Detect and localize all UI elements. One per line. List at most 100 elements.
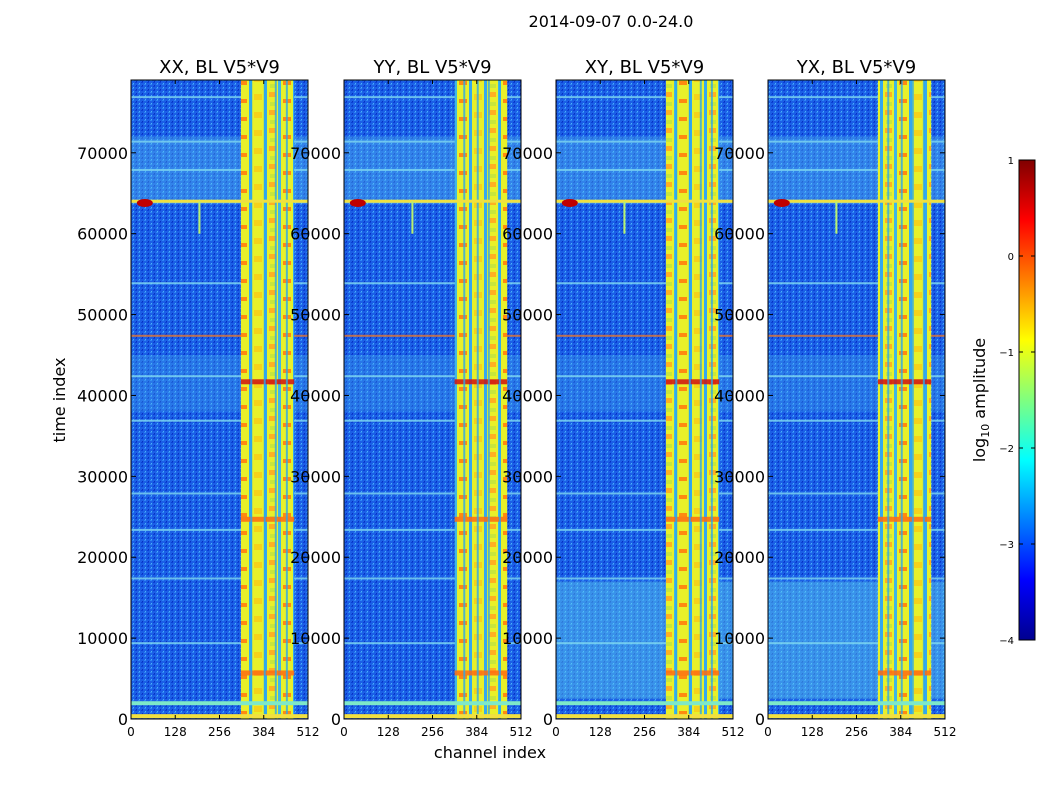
x-tick-label: 512 <box>297 725 320 739</box>
heatmap-streak <box>131 577 308 580</box>
heatmap-streak <box>344 375 521 378</box>
heatmap-streak <box>768 642 945 645</box>
colorbar-tick-label: 1 <box>1008 156 1014 167</box>
heatmap-streak <box>344 282 521 285</box>
heatmap-band-row <box>240 516 295 522</box>
x-tick-label: 256 <box>208 725 231 739</box>
heatmap-event-spot <box>773 198 790 207</box>
colorbar: 1 0 −1 −2 −3 −4 <box>999 156 1036 647</box>
heatmap-bottom-band <box>131 701 308 706</box>
y-axis-label: time index <box>50 357 69 442</box>
heatmap-streak <box>556 528 733 531</box>
heatmap-band-row <box>665 670 720 676</box>
heatmap-streak <box>344 528 521 531</box>
heatmap-streak <box>768 334 945 337</box>
panel-title: XY, BL V5*V9 <box>585 57 704 78</box>
panel-2: XY, BL V5*V9 0 128 256 384 512 0 10000 20000 3000… <box>502 57 744 739</box>
heatmap-streak <box>131 96 308 99</box>
heatmap-event-line <box>131 199 308 203</box>
y-tick-label: 70000 <box>502 144 553 163</box>
panel-title: XX, BL V5*V9 <box>159 57 280 78</box>
panel-title: YX, BL V5*V9 <box>796 57 916 78</box>
heatmap-streak <box>768 577 945 580</box>
heatmap-band-line <box>285 80 288 719</box>
heatmap-streak <box>768 96 945 99</box>
y-tick-label: 0 <box>755 710 765 729</box>
heatmap-streak <box>768 375 945 378</box>
heatmap-event-tail <box>835 201 838 234</box>
heatmap-streak <box>556 334 733 337</box>
y-tick-label: 50000 <box>77 306 128 325</box>
x-tick-label: 128 <box>377 725 400 739</box>
heatmap-band-line <box>710 80 713 719</box>
x-tick-label: 0 <box>764 725 772 739</box>
y-tick-label: 20000 <box>77 548 128 567</box>
x-tick-label: 512 <box>934 725 957 739</box>
colorbar-tick-label: 0 <box>1008 252 1014 263</box>
x-tick-label: 384 <box>252 725 275 739</box>
heatmap-band-line <box>274 80 277 719</box>
panel-0: XX, BL V5*V9 0 128 256 384 512 0 10000 20000 3000… <box>77 57 319 739</box>
y-tick-label: 50000 <box>502 306 553 325</box>
y-tick-label: 60000 <box>77 225 128 244</box>
heatmap-band-line <box>498 80 501 719</box>
heatmap-band-line <box>900 80 903 719</box>
heatmap-streak <box>344 96 521 99</box>
y-tick-label: 70000 <box>77 144 128 163</box>
x-tick-label: 0 <box>127 725 135 739</box>
heatmap-streak <box>768 140 945 143</box>
heatmap-streak <box>556 168 733 171</box>
heatmap-streak <box>344 577 521 580</box>
heatmap-band-row <box>240 670 295 676</box>
heatmap-band-line <box>487 80 490 719</box>
y-tick-label: 30000 <box>502 467 553 486</box>
y-tick-label: 40000 <box>290 386 341 405</box>
heatmap-streak <box>131 168 308 171</box>
y-tick-label: 20000 <box>290 548 341 567</box>
heatmap-bottom-band <box>556 701 733 706</box>
heatmap-streak <box>556 282 733 285</box>
heatmap-band-row <box>454 670 508 676</box>
heatmap-streak <box>768 282 945 285</box>
heatmap-streak <box>556 492 733 495</box>
heatmap-streak <box>556 642 733 645</box>
heatmap-event-tail <box>623 201 626 234</box>
x-tick-label: 128 <box>801 725 824 739</box>
heatmap-streak <box>344 140 521 143</box>
heatmap-streak <box>556 96 733 99</box>
heatmap-band-line <box>911 80 914 719</box>
y-tick-label: 70000 <box>290 144 341 163</box>
heatmap-bottom-band <box>344 701 521 706</box>
y-tick-label: 30000 <box>290 467 341 486</box>
x-tick-label: 0 <box>552 725 560 739</box>
heatmap-event-line <box>344 199 521 203</box>
heatmap-streak <box>344 419 521 422</box>
y-tick-label: 50000 <box>290 306 341 325</box>
heatmap-band-line <box>688 80 691 719</box>
heatmap-bottom-band <box>768 701 945 706</box>
x-tick-label: 0 <box>340 725 348 739</box>
heatmap-streak <box>131 528 308 531</box>
x-tick-label: 384 <box>465 725 488 739</box>
heatmap-streak <box>131 375 308 378</box>
heatmap-streak <box>768 492 945 495</box>
x-tick-label: 384 <box>677 725 700 739</box>
y-tick-label: 60000 <box>290 225 341 244</box>
colorbar-tick-label: −4 <box>999 636 1014 647</box>
heatmap-band-row <box>877 670 932 676</box>
heatmap-streak <box>556 577 733 580</box>
y-tick-label: 0 <box>543 710 553 729</box>
heatmap-event-spot <box>349 198 366 207</box>
y-tick-label: 0 <box>331 710 341 729</box>
heatmap-streak <box>768 528 945 531</box>
panel-title: YY, BL V5*V9 <box>372 57 491 78</box>
y-tick-label: 20000 <box>714 548 765 567</box>
colorbar-label: log10 amplitude <box>970 338 992 462</box>
heatmap-streak <box>556 375 733 378</box>
figure-suptitle: 2014-09-07 0.0-24.0 <box>529 12 694 31</box>
heatmap-band-row <box>454 516 508 522</box>
heatmap-streak <box>556 419 733 422</box>
x-tick-label: 256 <box>421 725 444 739</box>
heatmap-event-spot <box>136 198 153 207</box>
